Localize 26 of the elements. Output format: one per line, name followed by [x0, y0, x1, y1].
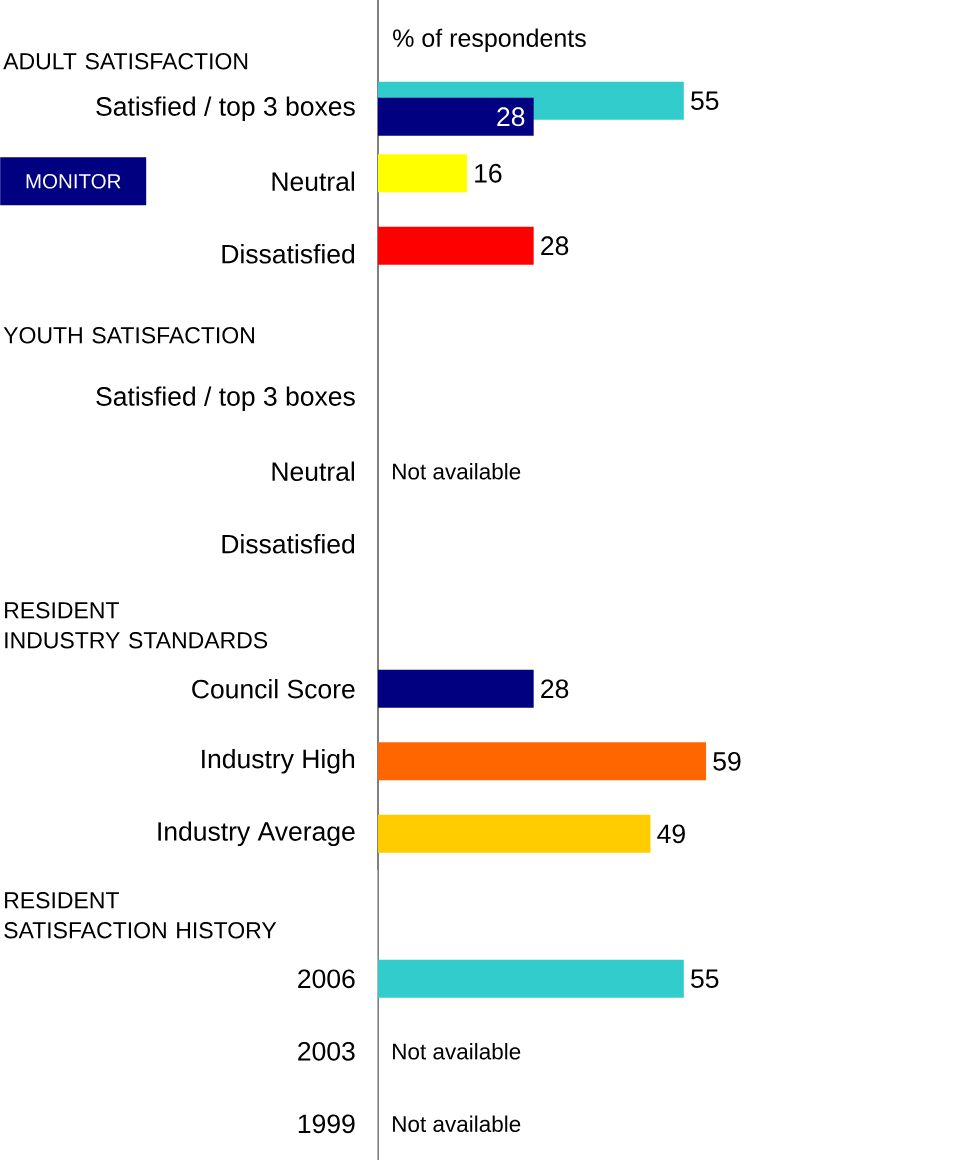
text: MONITOR: [26, 174, 121, 189]
y-tick-label: Dissatisfied: [222, 244, 355, 264]
y-tick-label: Industry Average: [158, 821, 355, 847]
text: YOUTH SATISFACTION: [3, 327, 254, 344]
text: ADULT SATISFACTION: [3, 53, 248, 70]
x-axis-title: % of respondents: [393, 28, 586, 52]
y-tick-label: 2006: [298, 969, 355, 989]
y-tick-label: Council Score: [192, 679, 355, 699]
data-label: 28: [541, 236, 569, 256]
data-label: 49: [657, 824, 685, 844]
text: RESIDENT SATISFACTION HISTORY: [4, 892, 277, 939]
text: Not available: [393, 462, 521, 480]
data-label: 28: [497, 107, 525, 127]
y-tick-label: Neutral: [272, 171, 355, 191]
y-tick-label: 1999: [298, 1114, 355, 1134]
data-label: 16: [475, 163, 502, 183]
annotation: Not available: [393, 1043, 521, 1060]
annotation: Not available: [393, 1115, 521, 1133]
data-label: 28: [541, 679, 569, 699]
data-label: 59: [713, 751, 741, 771]
data-label: 55: [691, 969, 719, 989]
y-tick-label: Satisfied / top 3 boxes: [96, 96, 355, 122]
y-tick-label: 2003: [298, 1041, 355, 1061]
data-label: 55: [691, 91, 719, 111]
text: RESIDENT INDUSTRY STANDARDS: [5, 602, 268, 649]
y-tick-label: Industry High: [202, 748, 355, 774]
